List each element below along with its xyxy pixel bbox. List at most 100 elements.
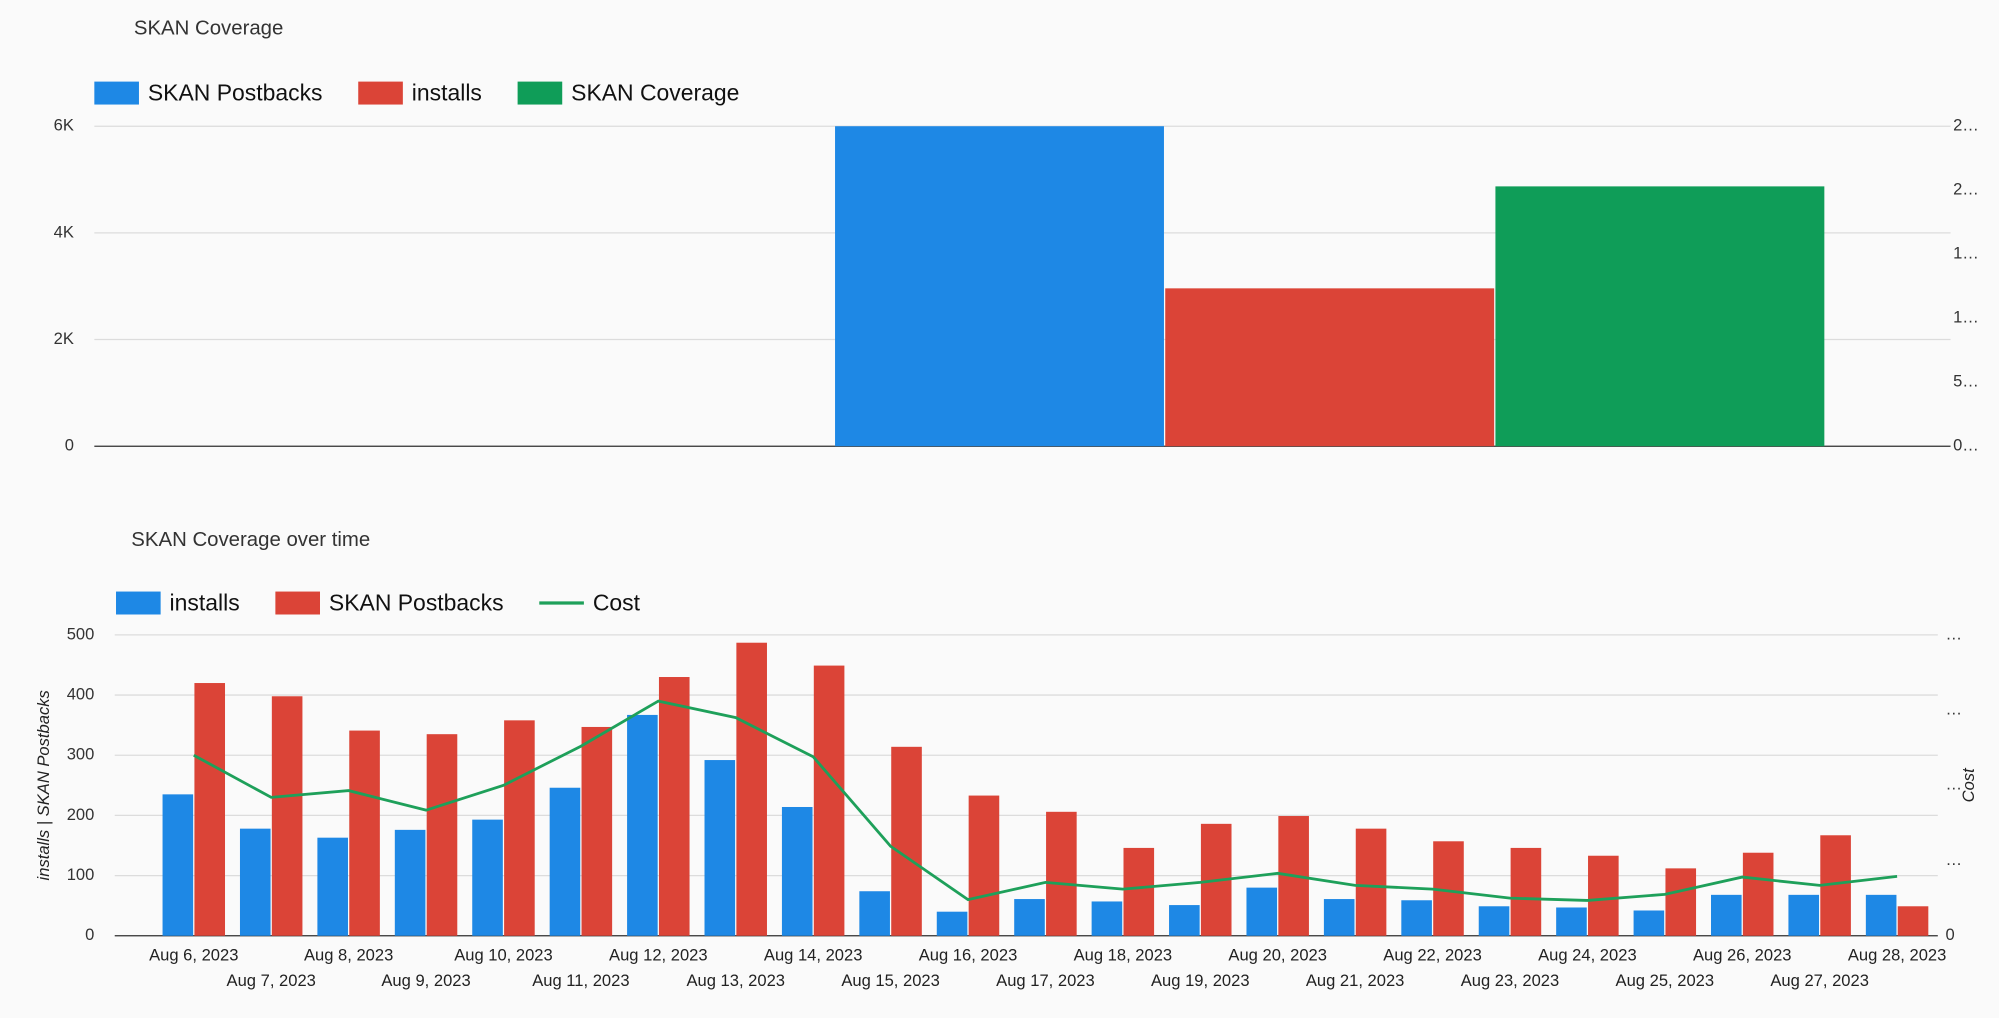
bar [936,911,968,936]
x-tick-label: Aug 12, 2023 [609,946,708,965]
bar [835,126,1164,447]
bar [1165,288,1495,447]
bar [1588,855,1619,936]
bar [1323,899,1355,936]
x-tick-label: Aug 28, 2023 [1848,946,1947,965]
bar [1355,828,1387,936]
x-tick-label: Aug 26, 2023 [1693,946,1792,965]
bar [1478,906,1510,936]
y-tick-label: 4K [54,222,74,241]
x-tick-label: Aug 13, 2023 [686,971,785,990]
x-tick-label: Aug 16, 2023 [919,946,1018,965]
bar [1014,899,1045,936]
x-tick-label: Aug 24, 2023 [1538,946,1637,965]
y-tick-label: 300 [67,745,95,764]
y-tick-label: 500 [67,624,95,643]
x-tick-label: Aug 8, 2023 [304,946,393,965]
bar [349,730,380,936]
bar [1169,905,1200,936]
bar [1046,811,1077,936]
legend-swatch [358,81,403,105]
bar [813,665,845,936]
x-tick-label: Aug 11, 2023 [532,971,629,990]
y2-axis-title: Cost [1959,767,1978,802]
bar [162,794,194,936]
bar [781,806,813,936]
bar [1091,901,1123,936]
x-tick-label: Aug 9, 2023 [381,971,470,990]
y2-tick-label: … [1945,699,1962,718]
y-tick-label: 0 [65,436,74,455]
y2-tick-label: 1… [1953,308,1979,327]
y2-tick-label: … [1945,850,1962,869]
x-tick-label: Aug 27, 2023 [1770,971,1869,990]
line-series [193,699,1898,902]
bar [472,819,503,936]
x-tick-label: Aug 6, 2023 [149,946,238,965]
legend-label: Cost [593,589,641,615]
legend-label: SKAN Coverage [571,79,739,105]
x-tick-label: Aug 21, 2023 [1306,971,1405,990]
y2-tick-label: 2… [1953,116,1979,135]
x-tick-label: Aug 19, 2023 [1151,971,1250,990]
x-tick-label: Aug 14, 2023 [764,946,863,965]
y2-tick-label: … [1945,624,1962,643]
legend-label: SKAN Postbacks [329,589,504,615]
bar [1246,887,1278,936]
bar [1495,186,1825,447]
bar [549,787,581,936]
x-tick-label: Aug 22, 2023 [1383,946,1482,965]
bar [317,837,348,936]
bar [239,828,271,936]
y-tick-label: 100 [67,865,95,884]
y-tick-label: 0 [85,925,94,944]
bar [394,829,426,936]
bar [1865,894,1897,936]
bar [1556,907,1587,936]
x-tick-label: Aug 10, 2023 [454,946,553,965]
x-tick-label: Aug 20, 2023 [1228,946,1327,965]
bar [1742,852,1774,936]
y-axis-title: installs | SKAN Postbacks [34,690,53,880]
bar [891,746,922,936]
y2-tick-label: 1… [1953,244,1979,263]
y2-tick-label: 0 [1945,925,1954,944]
bar [627,714,658,936]
bar [1897,906,1929,936]
bar [1123,847,1155,936]
legend-swatch [116,591,161,615]
legend-label: installs [170,589,240,615]
x-tick-label: Aug 25, 2023 [1616,971,1715,990]
y-tick-label: 2K [54,329,74,348]
chart-title: SKAN Coverage [134,18,284,40]
x-tick-label: Aug 23, 2023 [1461,971,1560,990]
bar [1665,868,1697,936]
bar [426,734,458,936]
bar [968,795,1000,936]
bar [704,760,736,936]
legend-swatch [94,81,139,105]
bar [1711,894,1742,936]
bar [859,891,890,936]
legend-label: SKAN Postbacks [148,79,323,105]
y-tick-label: 6K [54,116,74,135]
bar [194,683,226,936]
bar [1633,910,1665,936]
bar [736,642,767,936]
chart-title: SKAN Coverage over time [131,529,370,551]
y2-tick-label: 2… [1953,180,1979,199]
x-tick-label: Aug 18, 2023 [1074,946,1173,965]
x-tick-label: Aug 17, 2023 [996,971,1095,990]
bar [581,726,613,936]
bar [658,677,690,936]
legend-label: installs [412,79,482,105]
y-tick-label: 400 [67,684,95,703]
bar [1788,894,1820,936]
legend-swatch [517,81,563,105]
y-tick-label: 200 [67,805,95,824]
x-tick-label: Aug 15, 2023 [841,971,940,990]
bar [504,720,535,936]
bar [1510,847,1542,936]
y2-tick-label: … [1945,775,1962,794]
